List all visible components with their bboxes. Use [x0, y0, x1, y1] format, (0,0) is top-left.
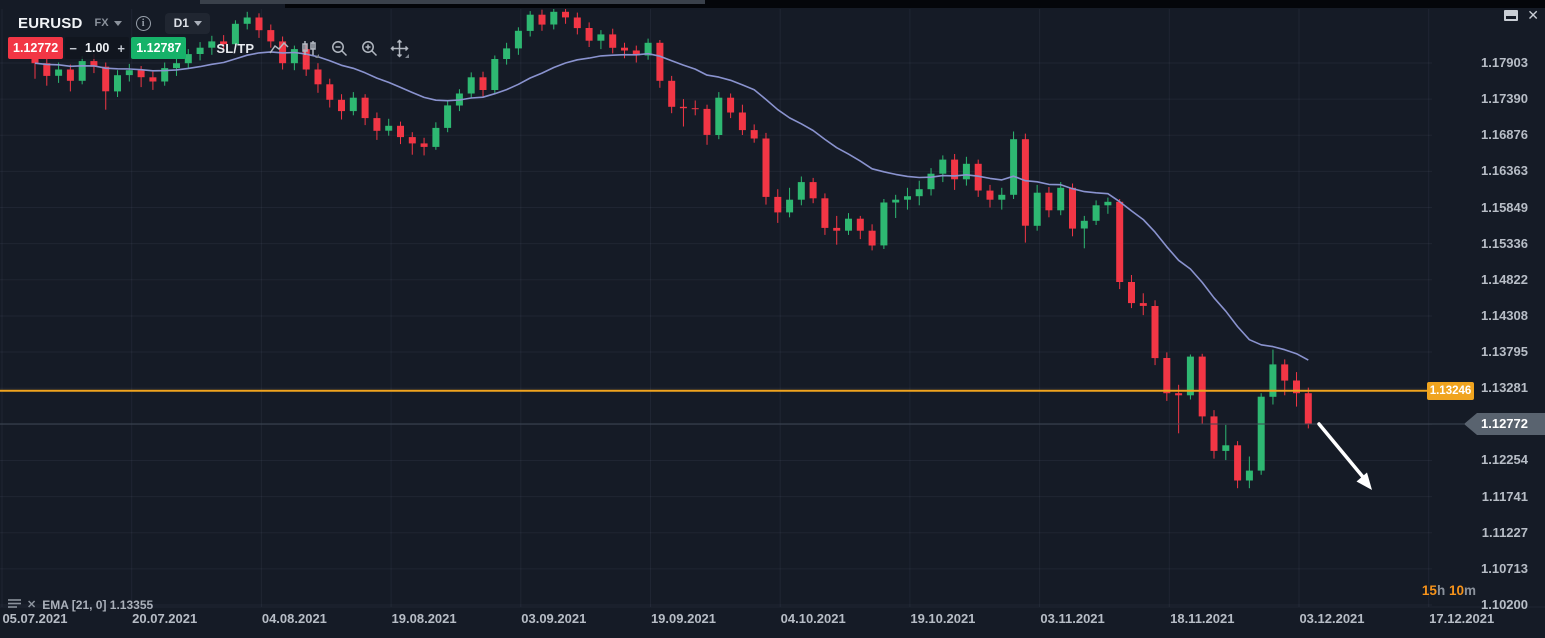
indicator-settings-icon[interactable]	[8, 596, 21, 614]
top-divider-bar	[285, 0, 1545, 8]
zoom-in-button[interactable]	[358, 37, 380, 59]
line-chart-type-button[interactable]	[268, 37, 290, 59]
time-axis-label: 19.08.2021	[391, 611, 457, 626]
price-axis-label: 1.13281	[1481, 380, 1528, 396]
close-icon[interactable]: ✕	[1527, 7, 1539, 23]
sltp-button[interactable]: SL/TP	[216, 40, 255, 56]
indicator-legend: ✕ EMA [21, 0] 1.13355	[8, 598, 153, 612]
top-progress-bar	[200, 0, 705, 4]
zoom-out-icon	[331, 40, 347, 56]
time-axis-label: 04.10.2021	[780, 611, 846, 626]
price-axis-label: 1.17390	[1481, 91, 1528, 107]
candle-chart-type-button[interactable]	[298, 37, 320, 59]
time-axis-label: 03.09.2021	[521, 611, 587, 626]
chart-tools	[260, 37, 410, 59]
countdown-hours-unit: h	[1436, 583, 1446, 598]
price-axis-label: 1.13795	[1481, 344, 1528, 360]
time-axis-label: 04.08.2021	[261, 611, 327, 626]
ema-line	[34, 51, 1309, 361]
time-axis-label: 05.07.2021	[2, 611, 68, 626]
sell-button[interactable]: 1.12772	[8, 37, 64, 59]
line-chart-icon	[269, 41, 289, 54]
time-axis-label: 03.12.2021	[1299, 611, 1365, 626]
market-label: FX	[94, 17, 109, 29]
price-axis-label: 1.16876	[1481, 127, 1528, 143]
price-axis-label: 1.11227	[1481, 524, 1528, 540]
panel-layout-icon[interactable]	[1504, 9, 1519, 21]
price-axis-label: 1.14308	[1481, 307, 1528, 323]
timeframe-label: D1	[173, 15, 189, 30]
amount-decrease-button[interactable]: −	[69, 40, 77, 56]
price-axis-label: 1.14822	[1481, 271, 1528, 287]
time-axis-label: 17.12.2021	[1429, 611, 1495, 626]
countdown-minutes-unit: m	[1463, 583, 1476, 598]
price-axis-label: 1.11741	[1481, 488, 1528, 504]
chevron-down-icon	[193, 20, 202, 26]
zoom-out-button[interactable]	[328, 37, 350, 59]
move-crosshair-icon	[390, 38, 409, 58]
candle-countdown: 15h 10m	[1398, 583, 1476, 598]
window-controls: ✕	[1504, 7, 1539, 23]
zoom-in-icon	[361, 40, 377, 56]
price-axis-label: 1.10713	[1481, 560, 1528, 576]
candles-icon	[302, 41, 316, 55]
amount-value[interactable]: 1.00	[85, 41, 110, 55]
indicator-label: EMA [21, 0] 1.13355	[42, 598, 154, 612]
time-axis-label: 03.11.2021	[1040, 611, 1105, 626]
current-price-tag: 1.12772	[1464, 413, 1545, 436]
price-axis-label: 1.17903	[1481, 55, 1528, 70]
market-selector[interactable]: FX	[95, 17, 122, 29]
trade-toolbar: 1.12772 − 1.00 + 1.12787 SL/TP	[8, 37, 410, 59]
time-axis-label: 19.09.2021	[650, 611, 717, 626]
dropdown-corner-icon	[315, 54, 320, 58]
time-axis-label: 18.11.2021	[1170, 611, 1235, 626]
dropdown-corner-icon	[405, 54, 410, 58]
instrument-toolbar: EURUSD FX i D1	[18, 12, 210, 34]
symbol-label: EURUSD	[18, 14, 83, 32]
countdown-hours: 15	[1421, 583, 1437, 598]
time-axis-label: 20.07.2021	[132, 611, 198, 626]
amount-stepper: − 1.00 +	[65, 37, 130, 59]
countdown-minutes: 10	[1448, 583, 1464, 598]
price-axis-label: 1.15336	[1481, 235, 1528, 251]
alert-price-label[interactable]: 1.13246	[1427, 381, 1474, 400]
pan-move-button[interactable]	[388, 37, 410, 59]
amount-increase-button[interactable]: +	[117, 40, 125, 56]
price-axis-label: 1.15849	[1481, 199, 1528, 215]
price-axis-label: 1.12254	[1481, 452, 1528, 468]
chevron-down-icon	[113, 21, 122, 26]
price-axis-label: 1.16363	[1481, 163, 1528, 179]
timeframe-selector[interactable]: D1	[164, 12, 210, 34]
time-axis-label: 19.10.2021	[910, 611, 976, 626]
trend-arrow	[1317, 422, 1372, 490]
indicator-remove-icon[interactable]: ✕	[27, 599, 37, 611]
info-icon[interactable]: i	[135, 15, 151, 31]
price-axis-label: 1.10200	[1481, 597, 1528, 612]
buy-button[interactable]: 1.12787	[131, 37, 187, 59]
